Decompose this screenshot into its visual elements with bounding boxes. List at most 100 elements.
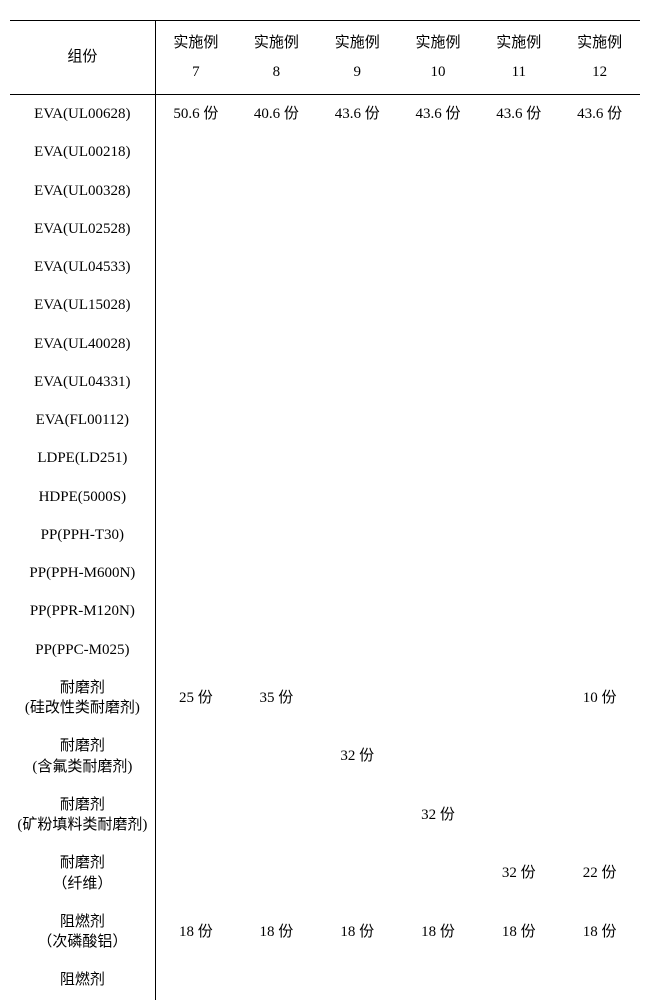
- row-label: PP(PPR-M120N): [10, 592, 155, 630]
- cell-value: [236, 286, 317, 324]
- composition-table: 组份 实施例7 实施例8 实施例9 实施例10 实施例11 实施例12 EVA(…: [10, 20, 640, 1000]
- cell-value: [559, 631, 640, 669]
- cell-value: 35 份: [236, 669, 317, 728]
- table-row: EVA(UL00628)50.6 份40.6 份43.6 份43.6 份43.6…: [10, 95, 640, 134]
- table-row: 阻燃剂: [10, 961, 640, 999]
- cell-value: [398, 592, 479, 630]
- cell-value: [478, 401, 559, 439]
- cell-value: [478, 727, 559, 786]
- cell-value: [155, 554, 236, 592]
- row-label: 阻燃剂: [10, 961, 155, 999]
- table-row: EVA(UL40028): [10, 325, 640, 363]
- table-row: EVA(UL00218): [10, 133, 640, 171]
- cell-value: [317, 844, 398, 903]
- cell-value: [317, 325, 398, 363]
- cell-value: [559, 172, 640, 210]
- cell-value: [317, 248, 398, 286]
- cell-value: [236, 554, 317, 592]
- cell-value: [559, 133, 640, 171]
- cell-value: [155, 961, 236, 999]
- cell-value: [317, 210, 398, 248]
- cell-value: 43.6 份: [398, 95, 479, 134]
- col-header-7: 实施例7: [155, 21, 236, 95]
- cell-value: [398, 325, 479, 363]
- table-row: EVA(UL04533): [10, 248, 640, 286]
- cell-value: [236, 727, 317, 786]
- cell-value: [478, 248, 559, 286]
- cell-value: [236, 325, 317, 363]
- cell-value: [398, 478, 479, 516]
- cell-value: [236, 478, 317, 516]
- cell-value: [398, 286, 479, 324]
- cell-value: 18 份: [559, 903, 640, 962]
- cell-value: [317, 516, 398, 554]
- cell-value: [236, 631, 317, 669]
- cell-value: [155, 286, 236, 324]
- cell-value: [236, 961, 317, 999]
- cell-value: [398, 248, 479, 286]
- cell-value: 18 份: [398, 903, 479, 962]
- col-header-10: 实施例10: [398, 21, 479, 95]
- col-header-12: 实施例12: [559, 21, 640, 95]
- cell-value: 32 份: [398, 786, 479, 845]
- cell-value: [478, 961, 559, 999]
- cell-value: [236, 210, 317, 248]
- table-row: PP(PPR-M120N): [10, 592, 640, 630]
- cell-value: [398, 210, 479, 248]
- cell-value: [398, 844, 479, 903]
- row-label: PP(PPH-T30): [10, 516, 155, 554]
- cell-value: 18 份: [317, 903, 398, 962]
- row-label: 耐磨剂(含氟类耐磨剂): [10, 727, 155, 786]
- cell-value: [155, 727, 236, 786]
- table-row: EVA(FL00112): [10, 401, 640, 439]
- table-row: HDPE(5000S): [10, 478, 640, 516]
- cell-value: [398, 727, 479, 786]
- cell-value: [236, 516, 317, 554]
- cell-value: [317, 401, 398, 439]
- row-label: EVA(UL02528): [10, 210, 155, 248]
- cell-value: [236, 439, 317, 477]
- table-row: EVA(UL04331): [10, 363, 640, 401]
- cell-value: 43.6 份: [559, 95, 640, 134]
- cell-value: [398, 401, 479, 439]
- cell-value: [155, 210, 236, 248]
- cell-value: [559, 325, 640, 363]
- cell-value: [155, 172, 236, 210]
- table-row: PP(PPH-M600N): [10, 554, 640, 592]
- cell-value: 18 份: [478, 903, 559, 962]
- cell-value: [317, 133, 398, 171]
- cell-value: [478, 516, 559, 554]
- table-row: EVA(UL02528): [10, 210, 640, 248]
- cell-value: [559, 439, 640, 477]
- cell-value: [478, 631, 559, 669]
- row-label: EVA(UL04331): [10, 363, 155, 401]
- cell-value: [317, 631, 398, 669]
- cell-value: [155, 844, 236, 903]
- table-row: 耐磨剂(硅改性类耐磨剂)25 份35 份10 份: [10, 669, 640, 728]
- cell-value: [559, 363, 640, 401]
- cell-value: 32 份: [317, 727, 398, 786]
- cell-value: 50.6 份: [155, 95, 236, 134]
- table-header-row: 组份 实施例7 实施例8 实施例9 实施例10 实施例11 实施例12: [10, 21, 640, 95]
- cell-value: 32 份: [478, 844, 559, 903]
- cell-value: [398, 172, 479, 210]
- cell-value: [559, 786, 640, 845]
- cell-value: [559, 286, 640, 324]
- row-label: 耐磨剂（纤维）: [10, 844, 155, 903]
- row-label: PP(PPH-M600N): [10, 554, 155, 592]
- cell-value: [559, 961, 640, 999]
- cell-value: 43.6 份: [317, 95, 398, 134]
- cell-value: 43.6 份: [478, 95, 559, 134]
- row-label: EVA(FL00112): [10, 401, 155, 439]
- cell-value: [559, 554, 640, 592]
- cell-value: [559, 727, 640, 786]
- cell-value: [559, 401, 640, 439]
- table-body: EVA(UL00628)50.6 份40.6 份43.6 份43.6 份43.6…: [10, 95, 640, 1000]
- cell-value: [317, 286, 398, 324]
- cell-value: [478, 363, 559, 401]
- col-header-11: 实施例11: [478, 21, 559, 95]
- cell-value: [398, 961, 479, 999]
- row-label: EVA(UL00328): [10, 172, 155, 210]
- cell-value: 18 份: [236, 903, 317, 962]
- row-label: PP(PPC-M025): [10, 631, 155, 669]
